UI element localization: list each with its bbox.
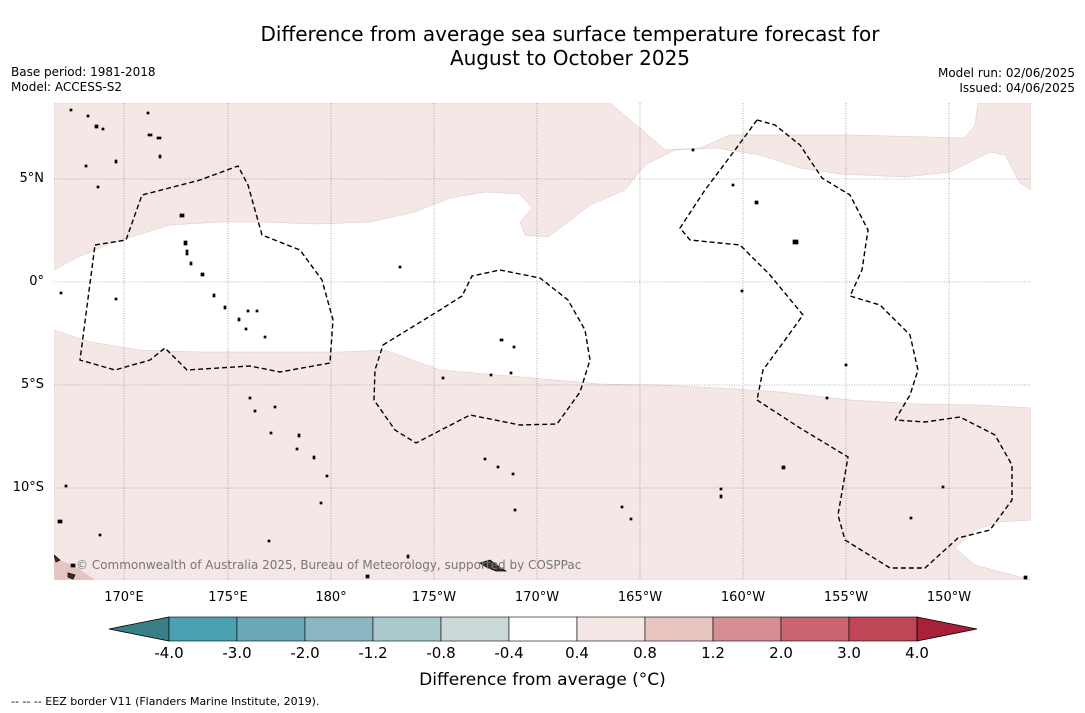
colorbar-segment	[712, 616, 782, 642]
lon-label-175e: 175°E	[208, 590, 248, 605]
lon-label-170w: 170°W	[514, 590, 560, 605]
colorbar-extend-max	[916, 616, 978, 642]
meta-right: Model run: 02/06/2025 Issued: 04/06/2025	[938, 66, 1075, 96]
map-title: Difference from average sea surface temp…	[0, 22, 1085, 70]
colorbar-tick-label: 0.4	[565, 644, 589, 662]
lon-label-180: 180°	[315, 590, 347, 605]
colorbar-segment	[780, 616, 850, 642]
colorbar-segment	[644, 616, 714, 642]
colorbar-segment	[236, 616, 306, 642]
title-line-2: August to October 2025	[449, 46, 691, 70]
colorbar-tick-label: 1.2	[701, 644, 725, 662]
north-anomaly-region	[54, 103, 1031, 271]
colorbar	[108, 616, 978, 642]
colorbar-tick-label: -1.2	[358, 644, 388, 662]
colorbar-title: Difference from average (°C)	[419, 670, 666, 690]
colorbar-tick-label: -3.0	[222, 644, 252, 662]
lon-label-165w: 165°W	[617, 590, 663, 605]
lon-label-170e: 170°E	[104, 590, 144, 605]
lat-label-5n: 5°N	[19, 171, 45, 186]
colorbar-segment	[508, 616, 578, 642]
lat-label-10s: 10°S	[12, 480, 44, 495]
lon-label-160w: 160°W	[720, 590, 766, 605]
eez-border-cook-islands	[756, 399, 1013, 569]
colorbar-segment	[372, 616, 442, 642]
meta-left: Base period: 1981-2018 Model: ACCESS-S2	[11, 65, 156, 95]
colorbar-tick-label: -0.4	[494, 644, 524, 662]
medium-anomaly-patch	[54, 558, 95, 580]
lat-label-0: 0°	[29, 274, 44, 289]
south-anomaly-region	[54, 329, 1031, 580]
colorbar-tick-label: 0.8	[633, 644, 657, 662]
lon-label-175w: 175°W	[411, 590, 457, 605]
eez-border-phoenix	[373, 269, 591, 444]
copyright-notice: © Commonwealth of Australia 2025, Bureau…	[76, 558, 582, 572]
title-line-1: Difference from average sea surface temp…	[260, 22, 880, 46]
colorbar-extend-min	[108, 616, 170, 642]
colorbar-tick-label: -4.0	[154, 644, 184, 662]
eez-footnote: -- -- -- EEZ border V11 (Flanders Marine…	[11, 695, 320, 708]
colorbar-segment	[440, 616, 510, 642]
eez-border-line-islands	[756, 119, 919, 421]
model-run: Model run: 02/06/2025	[937, 66, 1075, 80]
colorbar-tick-label: 4.0	[905, 644, 929, 662]
eez-border-line-islands-west	[679, 119, 804, 401]
colorbar-segment	[168, 616, 238, 642]
colorbar-tick-label: -0.8	[426, 644, 456, 662]
map-area	[54, 103, 1031, 580]
eez-border-kiribati-gilberts	[79, 165, 334, 373]
colorbar-segment	[848, 616, 918, 642]
lon-label-150w: 150°W	[926, 590, 972, 605]
colorbar-segment	[576, 616, 646, 642]
base-period: Base period: 1981-2018	[11, 65, 156, 79]
model-name: Model: ACCESS-S2	[11, 80, 123, 94]
colorbar-tick-label: 2.0	[769, 644, 793, 662]
lat-label-5s: 5°S	[20, 377, 44, 392]
islands	[54, 108, 1028, 580]
lon-label-155w: 155°W	[823, 590, 869, 605]
issued-date: Issued: 04/06/2025	[959, 81, 1075, 95]
colorbar-tick-label: -2.0	[290, 644, 320, 662]
colorbar-tick-label: 3.0	[837, 644, 861, 662]
graticule	[54, 103, 1031, 580]
colorbar-segment	[304, 616, 374, 642]
eez-borders	[79, 119, 1013, 569]
